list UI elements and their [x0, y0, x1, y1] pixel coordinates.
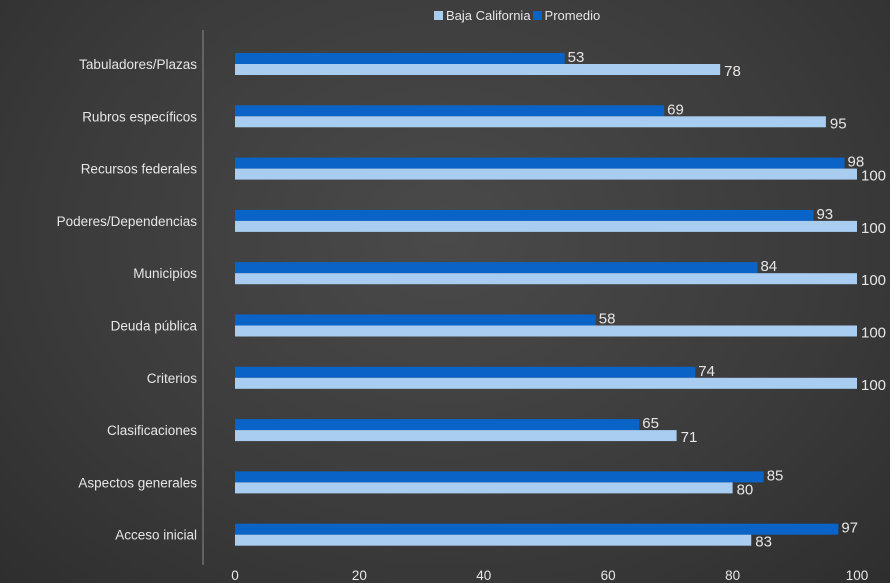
- category-label-rubros-especificos: Rubros específicos: [82, 109, 197, 124]
- x-tick-label-80: 80: [725, 568, 740, 583]
- value-label-promedio-rubros-especificos: 69: [667, 101, 684, 118]
- value-label-promedio-deuda-publica: 58: [599, 311, 616, 328]
- legend-swatch-promedio: [532, 11, 542, 20]
- value-label-baja-california-aspectos-generales: 80: [737, 481, 754, 498]
- bar-baja-california-municipios: [235, 273, 857, 285]
- bar-baja-california-rubros-especificos: [235, 116, 826, 128]
- bar-promedio-clasificaciones: [235, 419, 640, 431]
- x-tick-label-20: 20: [352, 568, 367, 583]
- value-label-baja-california-poderes-dependencias: 100: [861, 220, 886, 237]
- bar-baja-california-acceso-inicial: [235, 534, 752, 546]
- value-label-baja-california-recursos-federales: 100: [861, 168, 886, 185]
- category-label-recursos-federales: Recursos federales: [81, 162, 198, 177]
- legend-item-baja-california: Baja California: [434, 8, 531, 23]
- value-label-baja-california-tabuladores-plazas: 78: [724, 63, 741, 80]
- bar-promedio-criterios: [235, 366, 696, 378]
- legend-label-baja-california: Baja California: [446, 8, 531, 23]
- bar-baja-california-poderes-dependencias: [235, 220, 857, 232]
- bar-promedio-deuda-publica: [235, 314, 596, 326]
- value-label-promedio-municipios: 84: [760, 258, 777, 275]
- x-tick-label-40: 40: [476, 568, 491, 583]
- category-label-poderes-dependencias: Poderes/Dependencias: [57, 214, 198, 229]
- value-label-promedio-poderes-dependencias: 93: [816, 206, 833, 223]
- value-label-promedio-aspectos-generales: 85: [767, 467, 784, 484]
- category-label-criterios: Criterios: [147, 371, 198, 386]
- bar-promedio-tabuladores-plazas: [235, 53, 565, 64]
- bar-promedio-recursos-federales: [235, 157, 845, 169]
- bar-promedio-rubros-especificos: [235, 105, 665, 117]
- value-label-baja-california-clasificaciones: 71: [681, 429, 698, 446]
- value-label-promedio-tabuladores-plazas: 53: [568, 49, 585, 66]
- value-label-baja-california-acceso-inicial: 83: [755, 534, 772, 551]
- bar-baja-california-deuda-publica: [235, 325, 857, 337]
- x-tick-label-60: 60: [601, 568, 616, 583]
- value-label-baja-california-municipios: 100: [861, 272, 886, 289]
- category-label-tabuladores-plazas: Tabuladores/Plazas: [79, 57, 197, 72]
- value-label-promedio-recursos-federales: 98: [848, 154, 865, 171]
- value-label-baja-california-rubros-especificos: 95: [830, 115, 847, 132]
- bar-baja-california-recursos-federales: [235, 168, 857, 180]
- bar-baja-california-aspectos-generales: [235, 482, 733, 494]
- legend-label-promedio: Promedio: [544, 8, 601, 23]
- category-label-acceso-inicial: Acceso inicial: [115, 528, 197, 543]
- bar-promedio-aspectos-generales: [235, 471, 764, 483]
- bar-promedio-poderes-dependencias: [235, 209, 814, 221]
- legend-swatch-baja-california: [434, 11, 443, 20]
- value-label-promedio-acceso-inicial: 97: [841, 520, 858, 537]
- x-tick-label-0: 0: [231, 568, 239, 583]
- chart-legend: Baja California Promedio: [434, 8, 600, 23]
- bar-promedio-municipios: [235, 262, 758, 274]
- bar-baja-california-tabuladores-plazas: [235, 64, 721, 75]
- category-label-municipios: Municipios: [133, 266, 197, 281]
- bar-baja-california-criterios: [235, 377, 857, 389]
- value-label-promedio-clasificaciones: 65: [642, 415, 659, 432]
- category-label-aspectos-generales: Aspectos generales: [78, 475, 197, 490]
- category-label-clasificaciones: Clasificaciones: [107, 423, 197, 438]
- category-label-deuda-publica: Deuda pública: [111, 319, 198, 334]
- value-label-promedio-criterios: 74: [698, 363, 715, 380]
- legend-item-promedio: Promedio: [532, 8, 601, 23]
- bar-baja-california-clasificaciones: [235, 430, 677, 442]
- bar-promedio-acceso-inicial: [235, 523, 839, 535]
- value-label-baja-california-criterios: 100: [861, 377, 886, 394]
- value-label-baja-california-deuda-publica: 100: [861, 325, 886, 342]
- x-tick-label-100: 100: [846, 568, 869, 583]
